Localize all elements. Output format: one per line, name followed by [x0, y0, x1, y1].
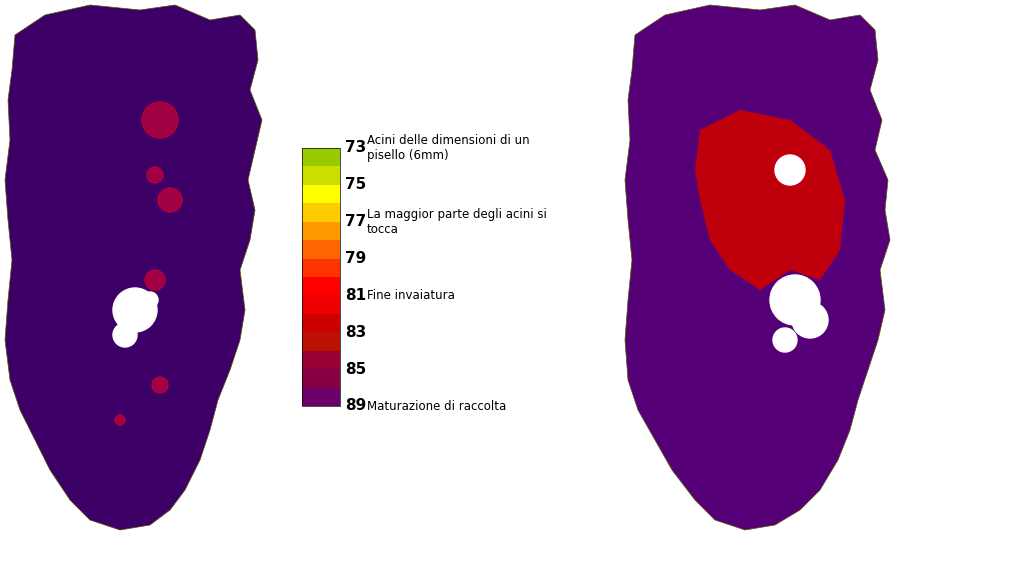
Text: 83: 83	[345, 325, 367, 340]
Bar	[302, 240, 340, 259]
Circle shape	[134, 304, 146, 316]
Circle shape	[145, 270, 165, 290]
Circle shape	[113, 323, 137, 347]
Text: 75: 75	[345, 177, 367, 192]
Bar	[302, 166, 340, 185]
Text: Maturazione di raccolta: Maturazione di raccolta	[367, 400, 506, 413]
Bar	[302, 332, 340, 351]
Bar	[302, 277, 340, 295]
Polygon shape	[625, 5, 890, 530]
Polygon shape	[5, 5, 262, 530]
Circle shape	[770, 275, 820, 325]
Bar	[302, 351, 340, 369]
Bar	[302, 203, 340, 222]
Circle shape	[147, 167, 163, 183]
Bar	[302, 222, 340, 240]
Text: Fine invaiatura: Fine invaiatura	[367, 289, 455, 302]
Circle shape	[775, 155, 805, 185]
Bar	[302, 369, 340, 388]
Text: Acini delle dimensioni di un
pisello (6mm): Acini delle dimensioni di un pisello (6m…	[367, 134, 529, 162]
Text: 77: 77	[345, 214, 367, 229]
Circle shape	[142, 292, 158, 308]
Circle shape	[115, 415, 125, 425]
Text: 73: 73	[345, 140, 367, 156]
Text: La maggior parte degli acini si
tocca: La maggior parte degli acini si tocca	[367, 208, 547, 235]
Polygon shape	[695, 110, 845, 290]
Bar	[302, 148, 340, 166]
Bar	[302, 148, 340, 406]
Text: 81: 81	[345, 288, 367, 303]
Circle shape	[142, 102, 178, 138]
Circle shape	[773, 328, 797, 352]
Bar	[302, 185, 340, 203]
Bar	[302, 295, 340, 314]
Circle shape	[158, 188, 182, 212]
Circle shape	[152, 377, 168, 393]
Circle shape	[792, 302, 828, 338]
Bar	[302, 314, 340, 332]
Bar	[302, 388, 340, 406]
Bar	[302, 259, 340, 277]
Text: 85: 85	[345, 362, 367, 376]
Text: 79: 79	[345, 251, 367, 266]
Text: 89: 89	[345, 398, 367, 414]
Circle shape	[113, 288, 157, 332]
